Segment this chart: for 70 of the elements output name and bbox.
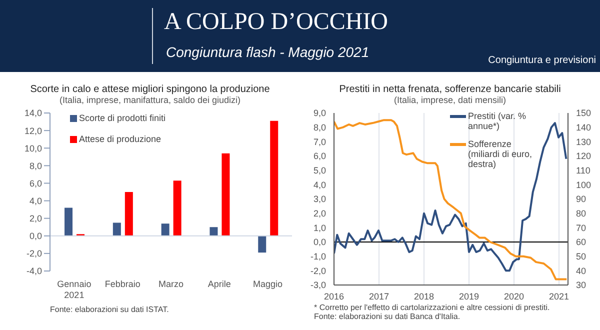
text: Congiuntura flash - Maggio 2021	[166, 44, 370, 60]
bar	[173, 180, 182, 236]
y-tick-label: -2,0	[26, 248, 42, 259]
x-tick-label: Febbraio	[104, 279, 140, 289]
bar	[124, 192, 133, 236]
y2-tick-label: 70	[576, 222, 586, 233]
y-tick-label: 0,0	[29, 231, 42, 242]
bar	[258, 236, 266, 253]
y-tick-label: 14,0	[24, 108, 42, 118]
x-tick-label: 2017	[368, 291, 390, 302]
x-tick-label: Maggio	[253, 279, 283, 289]
x-tick-label: 2019	[458, 291, 480, 302]
text: Congiuntura e previsioni	[488, 55, 596, 66]
x-tick-label: Marzo	[158, 279, 184, 289]
y-tick-label: 7,0	[313, 136, 326, 147]
y2-tick-label: 150	[576, 108, 592, 118]
y-tick-label: 4,0	[29, 196, 42, 206]
chart-subtitle: (Italia, imprese, dati mensili)	[392, 95, 508, 105]
bar	[270, 120, 278, 236]
bar	[64, 208, 73, 236]
y2-tick-label: 110	[576, 166, 590, 176]
x-tick-label: 2020	[504, 291, 524, 302]
y-tick-label: 12,0	[24, 126, 42, 136]
x-tick-label: 2021	[548, 291, 570, 302]
x-tick-label: Gennaio 2021	[57, 279, 92, 300]
y-tick-label: 2,0	[29, 214, 42, 224]
y-tick-label: 8,0	[313, 122, 326, 133]
y-tick-label: 2,0	[313, 208, 326, 219]
y-tick-label: 6,0	[313, 151, 326, 162]
bar	[112, 222, 121, 236]
y-tick-label: 4,0	[313, 180, 326, 190]
text: A COLPO D’OCCHIO	[164, 8, 388, 36]
legend-label: Sofferenze (miliardi di euro, destra)	[468, 139, 534, 169]
y-tick-label: 6,0	[29, 178, 42, 188]
chart-title: Scorte in calo e attese migliori spingono la produzione	[29, 84, 271, 95]
y-tick-label: -3,0	[310, 280, 326, 290]
y2-tick-label: 120	[576, 151, 592, 162]
legend-label: Prestiti (var. % annue*)	[468, 111, 528, 131]
legend-label: Scorte di prodotti finiti	[79, 113, 166, 123]
x-tick-label: Aprile	[208, 279, 231, 289]
y-tick-label: -1,0	[310, 252, 326, 262]
y2-tick-label: 50	[576, 252, 586, 262]
y-tick-label: 8,0	[29, 160, 42, 171]
y2-tick-label: 140	[576, 122, 592, 133]
y2-tick-label: 90	[576, 194, 586, 204]
y-tick-label: -2,0	[310, 266, 326, 276]
chart-title: Prestiti in netta frenata, sofferenze bancarie stabili	[338, 84, 562, 95]
y2-tick-label: 40	[576, 266, 586, 276]
y-tick-label: 1,0	[313, 222, 326, 233]
y-tick-label: 9,0	[313, 108, 326, 118]
bar	[161, 224, 170, 236]
y2-tick-label: 80	[576, 208, 586, 219]
y-tick-label: 3,0	[313, 194, 326, 204]
y-tick-label: 5,0	[313, 166, 326, 176]
bar	[210, 227, 218, 236]
bar	[222, 153, 230, 236]
y2-tick-label: 30	[576, 280, 586, 290]
source-note: Fonte: elaborazioni su dati Banca d'Italia.	[314, 312, 462, 321]
y2-tick-label: 130	[576, 136, 592, 147]
y-tick-label: -4,0	[26, 266, 42, 276]
legend-label: Attese di produzione	[79, 134, 162, 144]
chart-subtitle: (Italia, imprese, manifattura, saldo dei giudizi)	[58, 95, 242, 105]
x-tick-label: 2018	[414, 291, 434, 302]
source-note: Fonte: elaborazioni su dati ISTAT.	[50, 305, 170, 314]
x-tick-label: 2016	[324, 291, 344, 302]
y-tick-label: 10,0	[24, 143, 42, 154]
y2-tick-label: 60	[576, 237, 586, 248]
y-tick-label: 0,0	[313, 237, 326, 248]
y2-tick-label: 100	[576, 180, 592, 190]
text: * Corretto per l'effetto di cartolarizzazioni e altre cessioni di prestiti.	[314, 303, 551, 312]
